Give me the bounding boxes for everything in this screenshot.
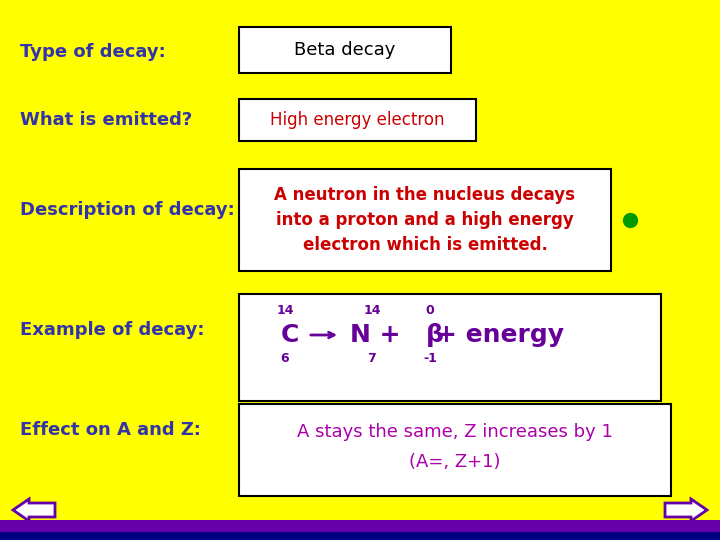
- Text: A stays the same, Z increases by 1: A stays the same, Z increases by 1: [297, 423, 613, 441]
- Text: + energy: + energy: [436, 323, 564, 347]
- Text: β: β: [426, 323, 444, 347]
- Text: 14: 14: [364, 303, 381, 316]
- Text: N +: N +: [350, 323, 400, 347]
- Text: 0: 0: [426, 303, 434, 316]
- Text: Effect on A and Z:: Effect on A and Z:: [20, 421, 201, 439]
- Text: 6: 6: [281, 352, 289, 365]
- FancyArrow shape: [665, 499, 707, 521]
- FancyBboxPatch shape: [239, 169, 611, 271]
- Text: What is emitted?: What is emitted?: [20, 111, 192, 129]
- Text: electron which is emitted.: electron which is emitted.: [302, 236, 547, 254]
- FancyBboxPatch shape: [239, 27, 451, 73]
- FancyBboxPatch shape: [239, 404, 671, 496]
- Text: Example of decay:: Example of decay:: [20, 321, 204, 339]
- Text: Type of decay:: Type of decay:: [20, 43, 166, 61]
- Text: Beta decay: Beta decay: [294, 41, 396, 59]
- Text: -1: -1: [423, 352, 437, 365]
- Text: 7: 7: [368, 352, 377, 365]
- Bar: [0, 520, 720, 532]
- FancyArrow shape: [13, 499, 55, 521]
- Text: 14: 14: [276, 303, 294, 316]
- Text: Description of decay:: Description of decay:: [20, 201, 235, 219]
- Text: A neutron in the nucleus decays: A neutron in the nucleus decays: [274, 186, 575, 204]
- Text: (A=, Z+1): (A=, Z+1): [409, 453, 500, 471]
- Text: C: C: [281, 323, 300, 347]
- FancyBboxPatch shape: [239, 294, 661, 401]
- FancyBboxPatch shape: [239, 99, 476, 141]
- Text: High energy electron: High energy electron: [270, 111, 444, 129]
- Bar: [0, 532, 720, 540]
- Text: into a proton and a high energy: into a proton and a high energy: [276, 211, 574, 229]
